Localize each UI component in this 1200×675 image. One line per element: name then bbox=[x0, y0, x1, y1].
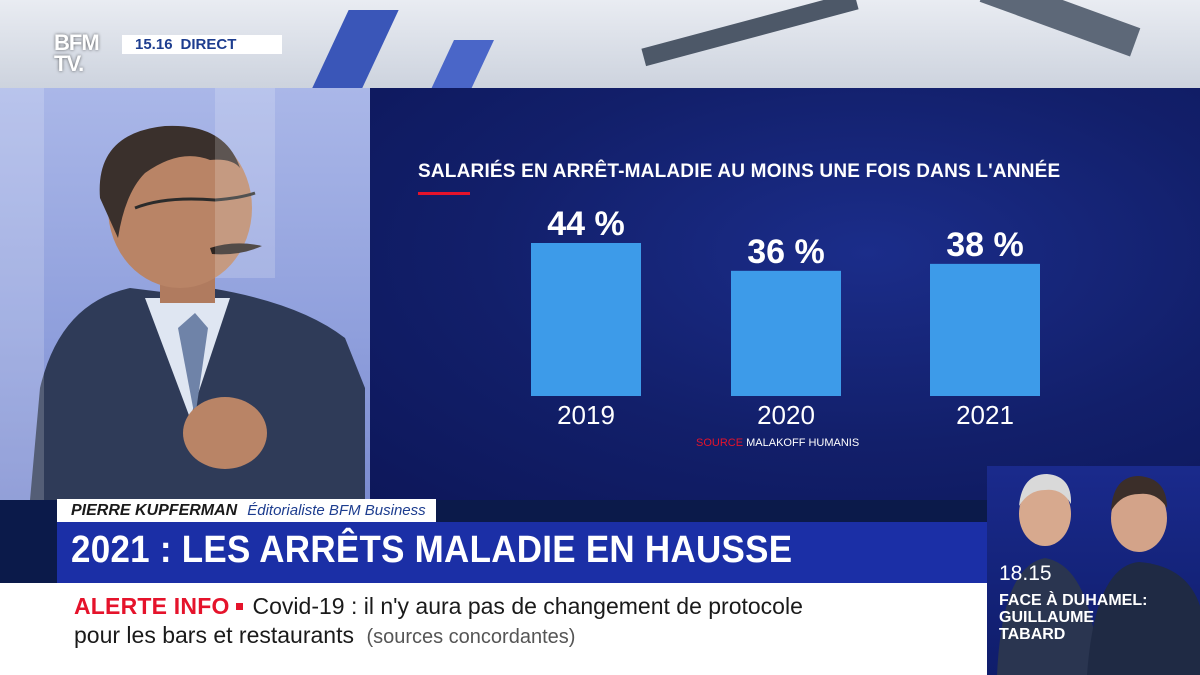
decor-stripe bbox=[426, 40, 494, 88]
source-label: SOURCE bbox=[696, 437, 744, 449]
ticker-line-1: ALERTE INFO Covid-19 : il n'y aura pas d… bbox=[74, 593, 803, 620]
ticker-text-2: pour les bars et restaurants bbox=[74, 622, 354, 648]
presenter-moustache bbox=[210, 243, 262, 255]
alert-label: ALERTE INFO bbox=[74, 593, 230, 619]
bfmtv-logo: BFM TV. bbox=[54, 30, 116, 76]
bar-2021 bbox=[930, 263, 1040, 396]
presenter-hair bbox=[99, 125, 241, 238]
host-2-hair bbox=[1111, 476, 1167, 511]
promo-show-line-2: GUILLAUME bbox=[999, 609, 1095, 626]
source-org: MALAKOFF HUMANIS bbox=[746, 437, 860, 449]
logo-line-1: BFM bbox=[54, 30, 100, 55]
ticker-source: (sources concordantes) bbox=[366, 626, 576, 648]
host-1-suit bbox=[997, 558, 1099, 675]
promo-time: 18.15 bbox=[999, 562, 1052, 585]
window-pane bbox=[215, 88, 275, 278]
promo-show-line-1: FACE À DUHAMEL: bbox=[999, 592, 1148, 609]
promo-hosts-illustration bbox=[997, 474, 1200, 675]
chart-source: SOURCE MALAKOFF HUMANIS bbox=[696, 437, 859, 449]
clock-time: 15.16 bbox=[135, 36, 173, 53]
promo-show-line-3: TABARD bbox=[999, 626, 1066, 643]
clock-badge: 15.16 DIRECT bbox=[122, 35, 282, 54]
presenter-hand bbox=[183, 397, 267, 469]
guest-name-strip: PIERRE KUPFERMAN Éditorialiste BFM Busin… bbox=[57, 499, 436, 522]
guest-name: PIERRE KUPFERMAN bbox=[71, 501, 238, 519]
decor-stripe bbox=[979, 0, 1141, 57]
presenter-tie bbox=[178, 313, 208, 418]
ticker-line-2: pour les bars et restaurants (sources co… bbox=[74, 622, 575, 649]
category-label: 2020 bbox=[757, 400, 815, 430]
window-pane bbox=[0, 88, 44, 500]
guest-role: Éditorialiste BFM Business bbox=[247, 502, 426, 519]
host-2-suit bbox=[1087, 562, 1200, 675]
live-label: DIRECT bbox=[180, 36, 237, 53]
presenter-illustration bbox=[30, 125, 365, 500]
presenter-glasses bbox=[134, 191, 256, 210]
bar-2020 bbox=[731, 270, 841, 396]
title-accent-rule bbox=[418, 192, 470, 195]
ticker-text-1: Covid-19 : il n'y aura pas de changement… bbox=[252, 593, 803, 619]
host-1-hair bbox=[1019, 474, 1072, 506]
bar-value-label: 36 % bbox=[747, 233, 825, 271]
promo-show-title: FACE À DUHAMEL: GUILLAUME TABARD bbox=[999, 592, 1147, 643]
bar-2019 bbox=[531, 243, 641, 396]
headline: 2021 : LES ARRÊTS MALADIE EN HAUSSE bbox=[71, 529, 793, 571]
next-show-promo: 18.15 FACE À DUHAMEL: GUILLAUME TABARD bbox=[987, 466, 1200, 675]
chart-panel: SALARIÉS EN ARRÊT-MALADIE AU MOINS UNE F… bbox=[370, 88, 1200, 500]
news-ticker: ALERTE INFO Covid-19 : il n'y aura pas d… bbox=[0, 583, 987, 675]
bar-value-label: 38 % bbox=[946, 226, 1024, 264]
category-label: 2021 bbox=[956, 400, 1014, 430]
host-2-face bbox=[1111, 484, 1167, 552]
headline-bar: 2021 : LES ARRÊTS MALADIE EN HAUSSE bbox=[57, 522, 987, 583]
alert-square-icon bbox=[235, 603, 243, 610]
host-1-face bbox=[1019, 482, 1071, 546]
bar-value-label: 44 % bbox=[547, 205, 625, 243]
category-label: 2019 bbox=[557, 400, 615, 430]
logo-line-2: TV. bbox=[54, 50, 84, 76]
decor-stripe bbox=[311, 10, 399, 88]
decor-stripe bbox=[641, 0, 859, 67]
bar-chart: 44 % 2019 36 % 2020 38 % 2021 bbox=[531, 205, 1040, 430]
studio-camera-view bbox=[0, 88, 370, 500]
chart-title: SALARIÉS EN ARRÊT-MALADIE AU MOINS UNE F… bbox=[418, 161, 1061, 182]
